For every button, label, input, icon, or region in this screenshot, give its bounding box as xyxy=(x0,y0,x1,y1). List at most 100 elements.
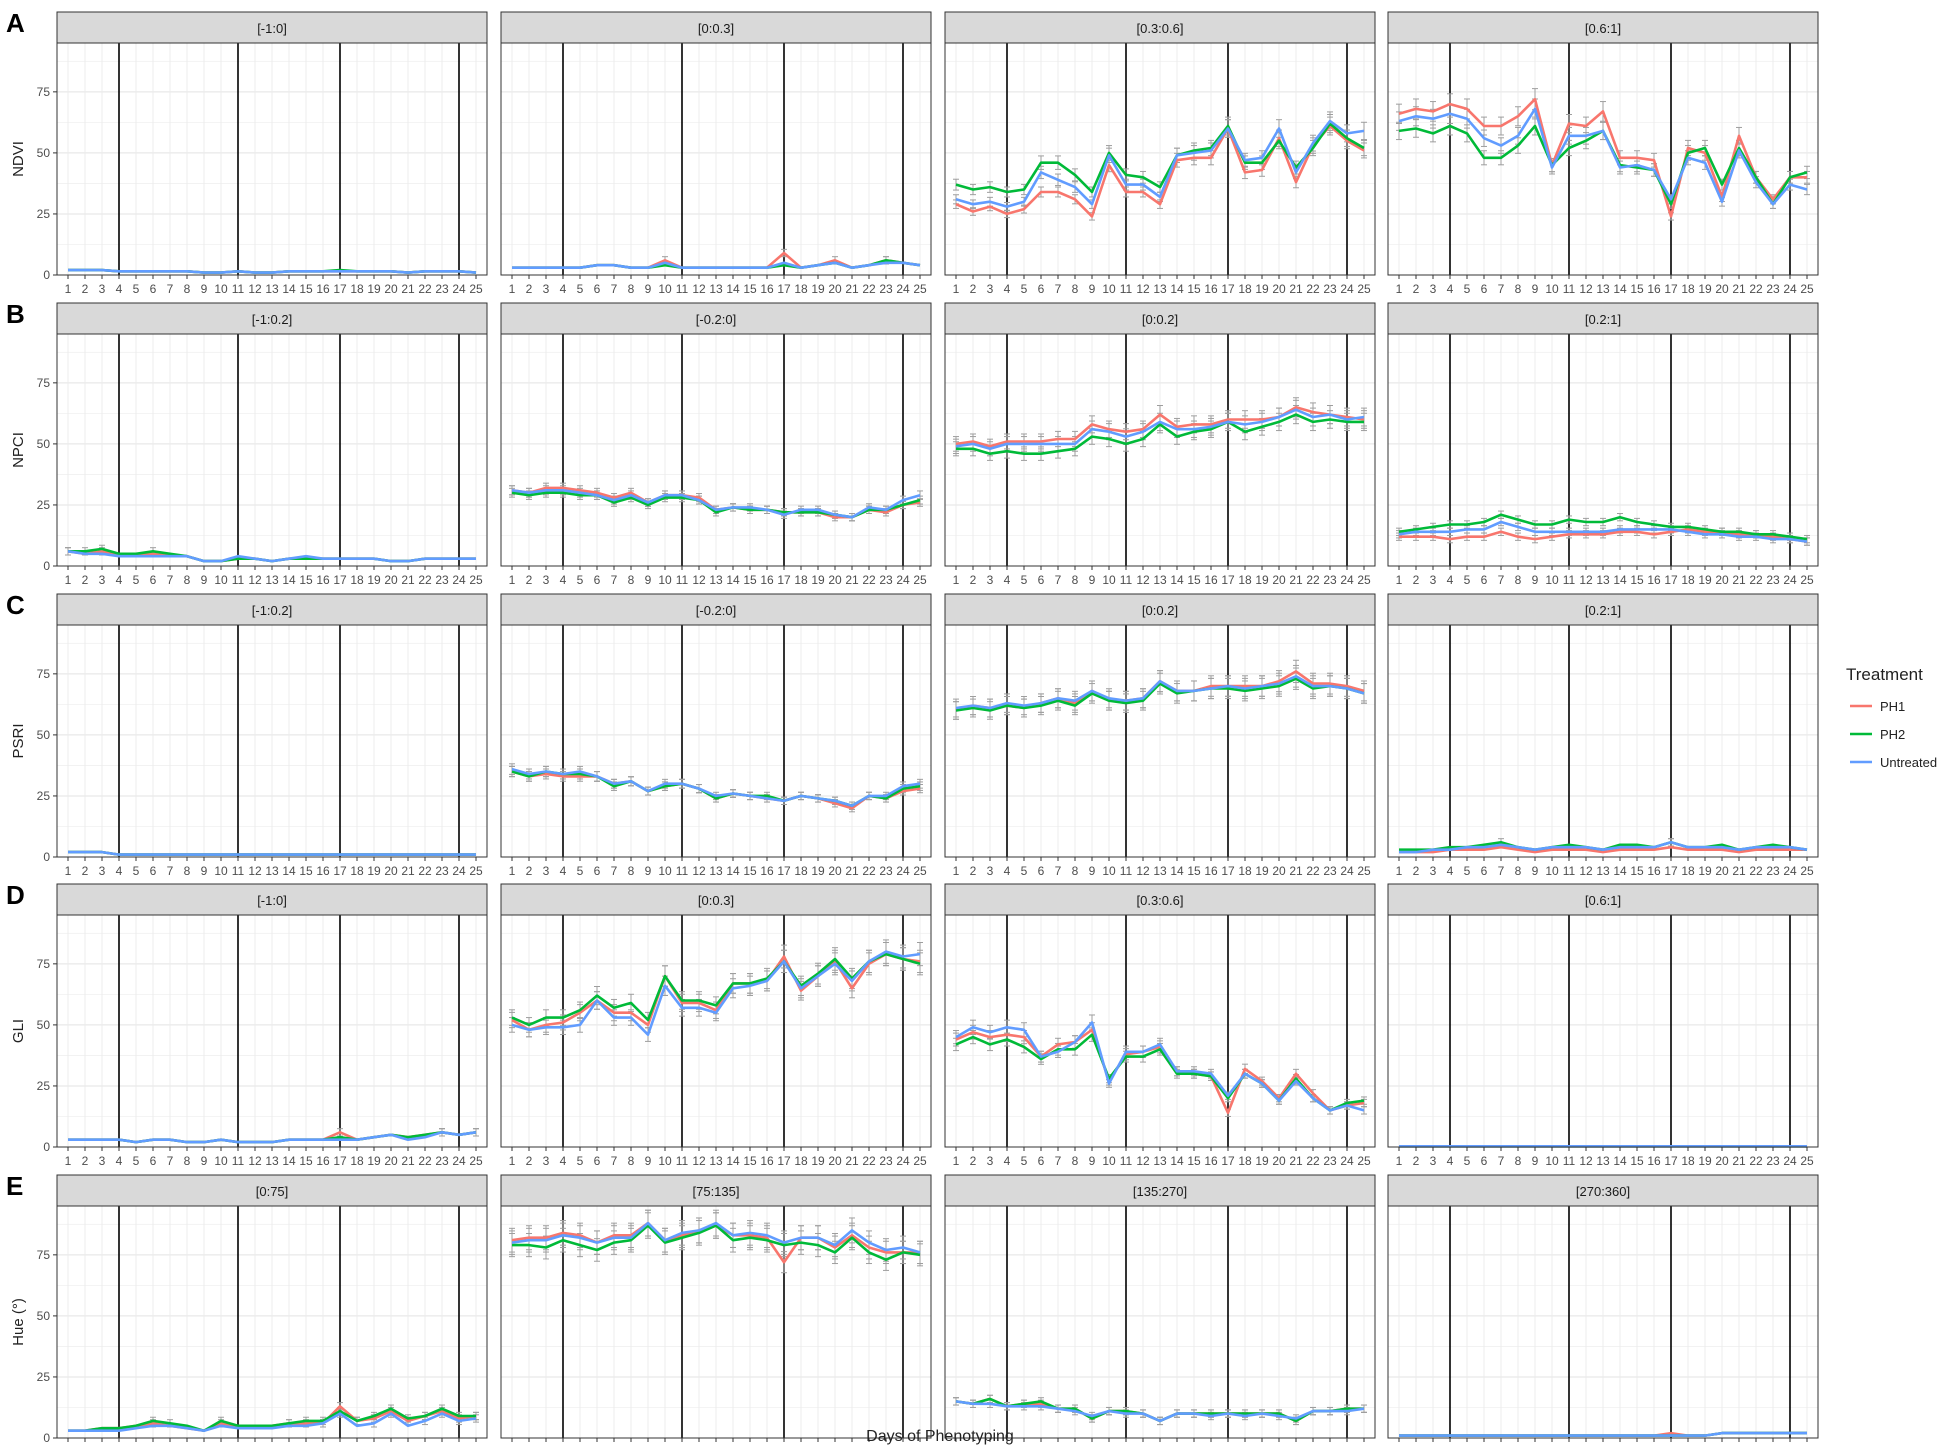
x-tick-label: 6 xyxy=(1481,1445,1488,1447)
x-tick-label: 11 xyxy=(1120,864,1133,878)
facet-label: [-1:0.2] xyxy=(252,312,292,327)
facet-strip xyxy=(500,11,932,44)
x-tick-label: 4 xyxy=(116,1445,123,1447)
legend-label: PH2 xyxy=(1880,727,1905,742)
x-tick-label: 12 xyxy=(1579,864,1593,878)
x-tick-label: 11 xyxy=(1563,1154,1576,1168)
x-tick-label: 25 xyxy=(1800,1154,1814,1168)
x-tick-label: 6 xyxy=(594,1154,601,1168)
series-line-untreated xyxy=(955,119,1365,208)
x-tick-label: 1 xyxy=(953,864,960,878)
x-tick-label: 18 xyxy=(1238,864,1252,878)
x-tick-label: 16 xyxy=(1647,1154,1661,1168)
x-tick-label: 8 xyxy=(1072,1154,1079,1168)
x-tick-label: 3 xyxy=(1430,1154,1437,1168)
facet-strip xyxy=(1387,302,1819,335)
x-tick-label: 18 xyxy=(350,282,364,296)
x-tick-label: 3 xyxy=(987,1445,994,1447)
x-tick-label: 15 xyxy=(1630,282,1644,296)
x-tick-label: 19 xyxy=(811,282,825,296)
x-tick-label: 11 xyxy=(1563,864,1576,878)
x-tick-label: 1 xyxy=(509,1445,516,1447)
y-tick-label: 0 xyxy=(43,559,50,573)
x-tick-label: 2 xyxy=(82,573,89,587)
panel: [0:0.2]1 2 3 4 5 6 7 8 9 10 11 12 13 14 15 16 17 18 19 20 21… xyxy=(944,302,1376,587)
x-tick-label: 6 xyxy=(1481,864,1488,878)
series-line-untreated xyxy=(511,767,921,808)
x-tick-label: 12 xyxy=(1136,1154,1150,1168)
x-tick-label: 5 xyxy=(577,1154,584,1168)
x-tick-label: 24 xyxy=(452,864,466,878)
x-tick-label: 1 xyxy=(953,282,960,296)
x-tick-label: 1 xyxy=(1396,1445,1403,1447)
panel: [0.2:1]1 2 3 4 5 6 7 8 9 10 11 12 13 14 15 16 17 18 19 20 21… xyxy=(1387,593,1819,878)
x-tick-label: 18 xyxy=(1238,1445,1252,1447)
x-tick-label: 6 xyxy=(594,864,601,878)
x-tick-label: 11 xyxy=(232,1445,245,1447)
y-tick-label: 25 xyxy=(37,789,51,803)
x-tick-label: 12 xyxy=(1579,282,1593,296)
panel: [0:75]1234567891011121314151617181920212… xyxy=(6,1171,488,1447)
x-tick-label: 7 xyxy=(1498,1154,1505,1168)
x-tick-label: 24 xyxy=(896,573,910,587)
x-tick-label: 17 xyxy=(1664,282,1678,296)
facet-label: [-0.2:0] xyxy=(696,603,736,618)
legend-title: Treatment xyxy=(1846,665,1923,684)
x-tick-label: 8 xyxy=(628,282,635,296)
x-tick-label: 4 xyxy=(1447,864,1454,878)
x-tick-label: 7 xyxy=(167,573,174,587)
y-tick-label: 25 xyxy=(37,498,51,512)
x-tick-label: 15 xyxy=(299,1154,313,1168)
x-tick-label: 16 xyxy=(316,282,330,296)
x-tick-label: 10 xyxy=(214,282,228,296)
x-tick-label: 12 xyxy=(1136,1445,1150,1447)
facet-strip xyxy=(56,1174,488,1207)
x-tick-label: 2 xyxy=(82,864,89,878)
x-tick-label: 23 xyxy=(1766,864,1780,878)
x-tick-label: 15 xyxy=(1630,1445,1644,1447)
x-tick-label: 23 xyxy=(435,573,449,587)
x-tick-label: 1 xyxy=(509,573,516,587)
x-tick-label: 11 xyxy=(1120,1154,1133,1168)
series-line-ph1 xyxy=(1399,845,1807,854)
x-tick-label: 4 xyxy=(116,864,123,878)
x-tick-label: 2 xyxy=(1413,864,1420,878)
x-tick-label: 20 xyxy=(828,1154,842,1168)
x-tick-label: 9 xyxy=(1532,282,1539,296)
facet-strip xyxy=(944,302,1376,335)
x-tick-label: 22 xyxy=(1749,864,1763,878)
x-tick-label: 19 xyxy=(367,864,381,878)
x-tick-label: 14 xyxy=(1613,282,1627,296)
x-tick-label: 11 xyxy=(1120,282,1133,296)
x-tick-label: 5 xyxy=(1464,864,1471,878)
x-tick-label: 14 xyxy=(726,282,740,296)
x-tick-label: 8 xyxy=(628,864,635,878)
x-tick-label: 10 xyxy=(1545,573,1559,587)
series-line-ph1 xyxy=(511,952,921,1032)
x-tick-label: 20 xyxy=(1272,864,1286,878)
x-tick-label: 12 xyxy=(1579,573,1593,587)
x-tick-label: 20 xyxy=(828,573,842,587)
x-tick-label: 9 xyxy=(201,864,208,878)
y-tick-label: 50 xyxy=(37,437,51,451)
x-tick-label: 7 xyxy=(611,573,618,587)
x-tick-label: 5 xyxy=(1021,1445,1028,1447)
x-tick-label: 24 xyxy=(896,282,910,296)
x-tick-label: 20 xyxy=(828,864,842,878)
x-tick-label: 5 xyxy=(133,864,140,878)
x-tick-label: 1 xyxy=(1396,282,1403,296)
x-tick-label: 6 xyxy=(1038,573,1045,587)
x-tick-label: 11 xyxy=(232,864,245,878)
x-tick-label: 19 xyxy=(367,573,381,587)
x-tick-label: 19 xyxy=(811,1154,825,1168)
x-tick-label: 23 xyxy=(879,1154,893,1168)
x-tick-label: 10 xyxy=(658,1445,672,1447)
x-tick-label: 2 xyxy=(82,1154,89,1168)
x-tick-label: 17 xyxy=(777,573,791,587)
x-tick-label: 17 xyxy=(1221,573,1235,587)
x-tick-label: 13 xyxy=(1153,573,1167,587)
y-tick-label: 50 xyxy=(37,728,51,742)
y-tick-label: 50 xyxy=(37,1309,51,1323)
x-tick-label: 2 xyxy=(82,1445,89,1447)
x-tick-label: 7 xyxy=(611,1154,618,1168)
